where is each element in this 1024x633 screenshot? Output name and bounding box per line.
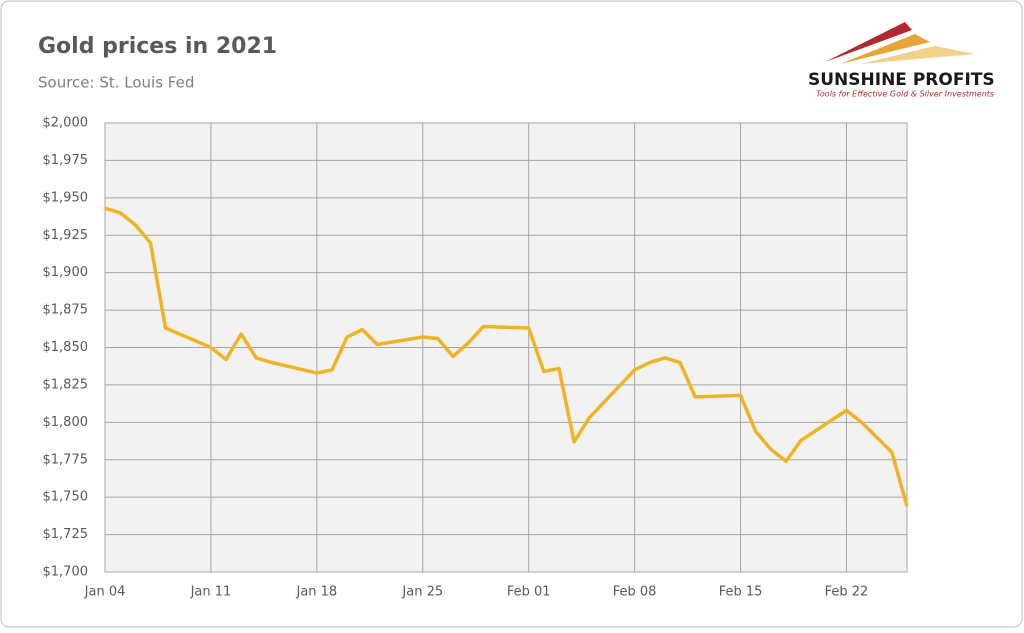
- y-tick-label: $1,775: [43, 452, 89, 467]
- y-tick-label: $1,725: [43, 527, 89, 542]
- y-tick-label: $1,875: [43, 303, 89, 318]
- logo-swoosh: [860, 46, 975, 64]
- logo: SUNSHINE PROFITS Tools for Effective Gol…: [808, 22, 995, 99]
- y-tick-label: $1,950: [43, 190, 89, 205]
- x-tick-label: Feb 15: [719, 585, 763, 600]
- logo-tagline: Tools for Effective Gold & Silver Invest…: [816, 90, 994, 99]
- plot-border: [104, 122, 908, 573]
- y-tick-label: $1,800: [43, 415, 89, 430]
- chart-title: Gold prices in 2021: [38, 34, 277, 59]
- x-tick-label: Feb 01: [507, 585, 551, 600]
- x-tick-label: Feb 22: [825, 585, 869, 600]
- x-tick-label: Jan 18: [295, 585, 337, 600]
- y-tick-label: $2,000: [43, 116, 89, 131]
- logo-name: SUNSHINE PROFITS: [808, 70, 995, 90]
- y-tick-label: $1,825: [43, 377, 89, 392]
- x-tick-label: Jan 25: [401, 585, 443, 600]
- x-tick-label: Feb 08: [613, 585, 657, 600]
- y-tick-label: $1,750: [43, 490, 89, 505]
- logo-swoosh: [825, 22, 912, 62]
- y-tick-label: $1,925: [43, 228, 89, 243]
- x-tick-label: Jan 04: [84, 585, 126, 600]
- logo-swoosh: [840, 34, 930, 64]
- x-tick-label: Jan 11: [190, 585, 232, 600]
- y-tick-label: $1,975: [43, 153, 89, 168]
- series-line: [104, 206, 909, 507]
- y-tick-label: $1,700: [43, 565, 89, 580]
- y-tick-label: $1,900: [43, 265, 89, 280]
- y-tick-label: $1,850: [43, 340, 89, 355]
- chart-subtitle: Source: St. Louis Fed: [38, 74, 194, 92]
